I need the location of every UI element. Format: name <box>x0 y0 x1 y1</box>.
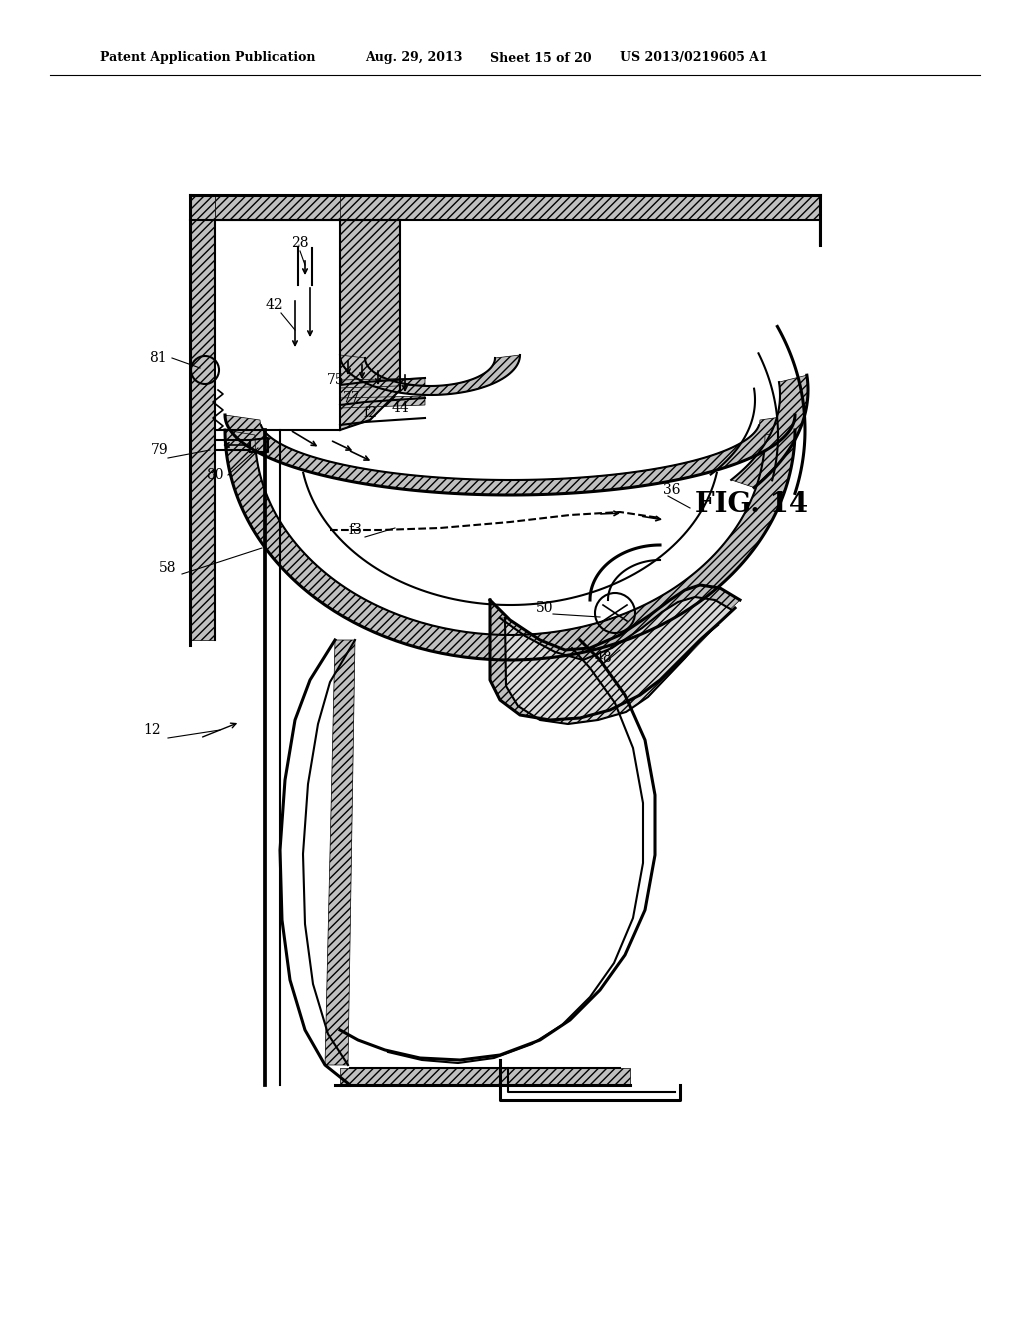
Polygon shape <box>731 375 808 487</box>
Polygon shape <box>215 195 340 220</box>
Text: Sheet 15 of 20: Sheet 15 of 20 <box>490 51 592 65</box>
Text: 80: 80 <box>206 469 224 482</box>
Polygon shape <box>490 585 740 719</box>
Polygon shape <box>500 597 732 723</box>
Text: 36: 36 <box>664 483 681 498</box>
Text: 58: 58 <box>160 561 177 576</box>
Text: 48: 48 <box>594 651 611 665</box>
Polygon shape <box>325 640 355 1065</box>
Polygon shape <box>225 430 795 660</box>
Polygon shape <box>190 195 820 220</box>
Polygon shape <box>190 195 215 640</box>
Text: 28: 28 <box>291 236 309 249</box>
Text: f2: f2 <box>364 407 377 420</box>
Text: US 2013/0219605 A1: US 2013/0219605 A1 <box>620 51 768 65</box>
Text: 42: 42 <box>265 298 283 312</box>
Polygon shape <box>340 378 425 388</box>
Text: FIG. 14: FIG. 14 <box>695 491 808 519</box>
Text: f3: f3 <box>348 523 361 537</box>
Text: 44: 44 <box>391 401 409 414</box>
Text: Aug. 29, 2013: Aug. 29, 2013 <box>365 51 463 65</box>
Polygon shape <box>340 220 400 430</box>
Polygon shape <box>225 414 795 495</box>
Text: 12: 12 <box>143 723 161 737</box>
Text: 50: 50 <box>537 601 554 615</box>
Text: 75: 75 <box>328 374 345 387</box>
Polygon shape <box>340 396 425 408</box>
Polygon shape <box>340 1068 630 1085</box>
Text: Patent Application Publication: Patent Application Publication <box>100 51 315 65</box>
Polygon shape <box>340 355 520 395</box>
Text: 77: 77 <box>343 391 360 405</box>
Text: 79: 79 <box>152 444 169 457</box>
Text: 81: 81 <box>150 351 167 366</box>
